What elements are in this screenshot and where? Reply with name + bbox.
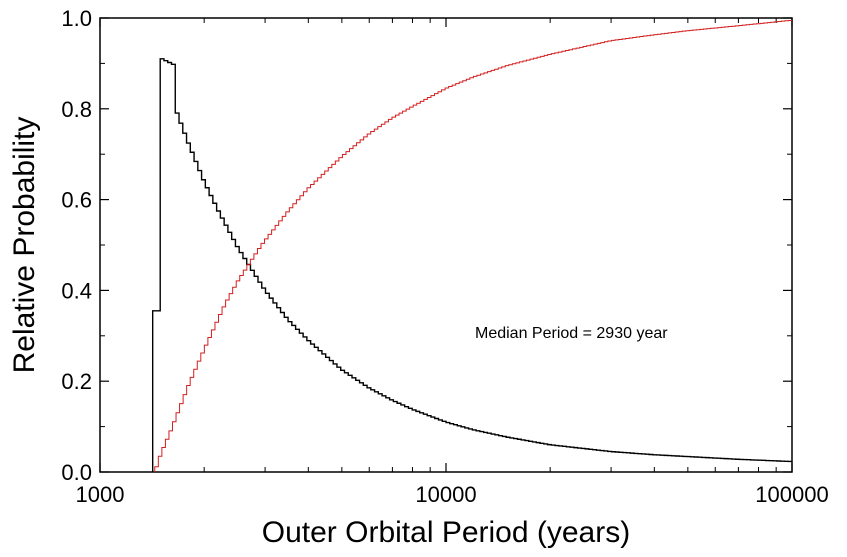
series-probability-density [151,58,792,472]
annotation-median-period: Median Period = 2930 year [475,325,668,342]
y-axis-title: Relative Probability [8,117,41,374]
plot-frame [99,17,793,473]
x-tick-label: 1000 [76,482,125,507]
y-tick-label: 0.4 [61,278,92,303]
x-tick-label: 10000 [415,482,476,507]
y-tick-label: 0.6 [61,188,92,213]
x-axis-title: Outer Orbital Period (years) [262,516,630,549]
axis-ticks: 1000 10000 100000 0.0 0.2 0.4 0.6 0.8 1.0 [61,6,828,507]
series-layer [151,19,792,472]
y-tick-label: 0.2 [61,369,92,394]
y-tick-label: 0.0 [61,460,92,485]
y-tick-label: 0.8 [61,97,92,122]
series-cumulative-probability [154,19,792,472]
x-tick-label: 100000 [755,482,828,507]
y-tick-label: 1.0 [61,6,92,31]
